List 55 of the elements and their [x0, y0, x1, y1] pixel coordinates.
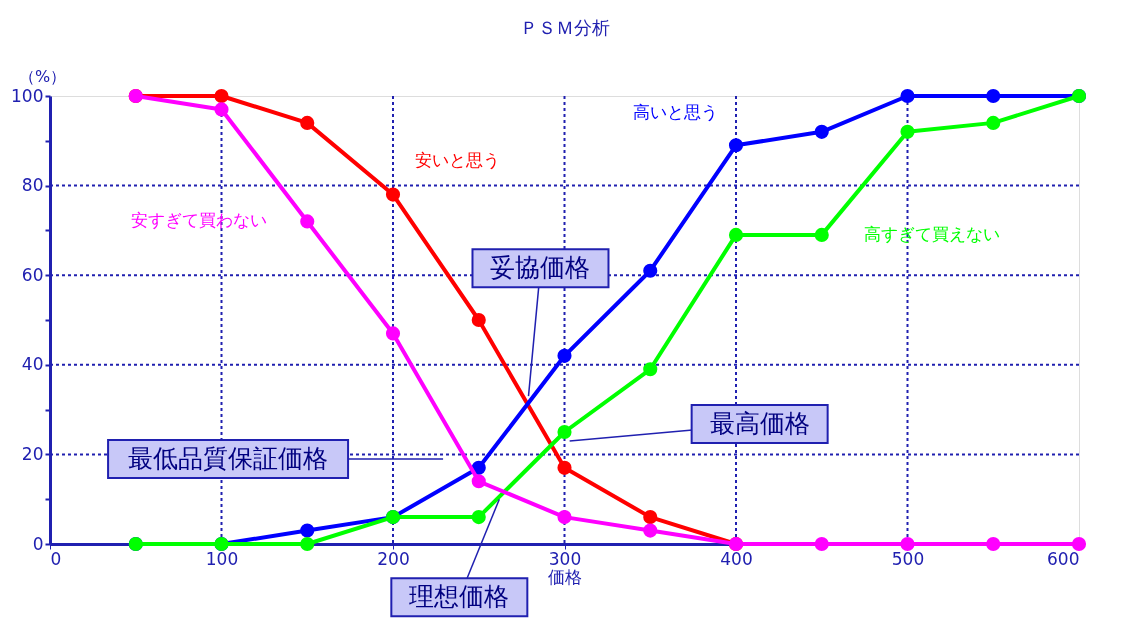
point	[557, 510, 572, 525]
point	[385, 187, 401, 202]
series-label: 安すぎて買わない	[131, 210, 268, 231]
point	[986, 88, 1001, 104]
point	[814, 536, 829, 552]
series-label: 高いと思う	[633, 102, 718, 123]
point	[471, 312, 486, 328]
x-tick-label: 0	[50, 548, 62, 569]
point	[728, 138, 744, 153]
point	[557, 348, 572, 363]
point	[643, 523, 658, 538]
chart-title: ＰＳＭ分析	[519, 17, 610, 38]
series-label: 高すぎて買えない	[863, 223, 1000, 244]
point	[471, 474, 486, 489]
point	[900, 536, 915, 552]
point	[214, 102, 229, 117]
point	[986, 115, 1001, 130]
y-axis-title: （%）	[18, 66, 67, 86]
y-tick-label: 40	[21, 354, 44, 375]
point	[900, 88, 915, 104]
point	[300, 536, 315, 552]
y-tick-label: 60	[21, 264, 44, 285]
y-tick-label: 20	[21, 443, 44, 464]
x-tick-label: 400	[720, 548, 753, 569]
annotation: 理想価格	[409, 583, 510, 611]
point	[214, 88, 229, 104]
annotation: 妥協価格	[490, 254, 591, 282]
x-axis-title: 価格	[548, 566, 582, 587]
point	[986, 536, 1001, 552]
x-tick-label: 300	[548, 548, 582, 569]
point	[643, 510, 658, 525]
point	[300, 214, 315, 229]
point	[728, 227, 744, 242]
point	[557, 424, 572, 440]
point	[557, 460, 572, 475]
y-tick-label: 100	[11, 85, 44, 106]
x-tick-label: 200	[377, 548, 410, 569]
x-tick-label: 600	[1047, 548, 1080, 569]
annotation: 最低品質保証価格	[128, 444, 329, 472]
series-label: 安いと思う	[415, 149, 500, 170]
x-tick-label: 500	[891, 548, 925, 569]
point	[643, 362, 658, 377]
point	[300, 115, 315, 130]
point	[643, 263, 658, 278]
point	[471, 510, 486, 525]
y-tick-label: 0	[32, 533, 44, 554]
annotation: 最高価格	[709, 409, 810, 437]
x-tick-label: 100	[205, 548, 239, 569]
point	[814, 124, 829, 139]
point	[814, 227, 829, 242]
point	[1071, 536, 1087, 552]
point	[900, 124, 915, 139]
point	[385, 326, 401, 341]
point	[300, 523, 315, 538]
y-tick-label: 80	[21, 175, 44, 196]
